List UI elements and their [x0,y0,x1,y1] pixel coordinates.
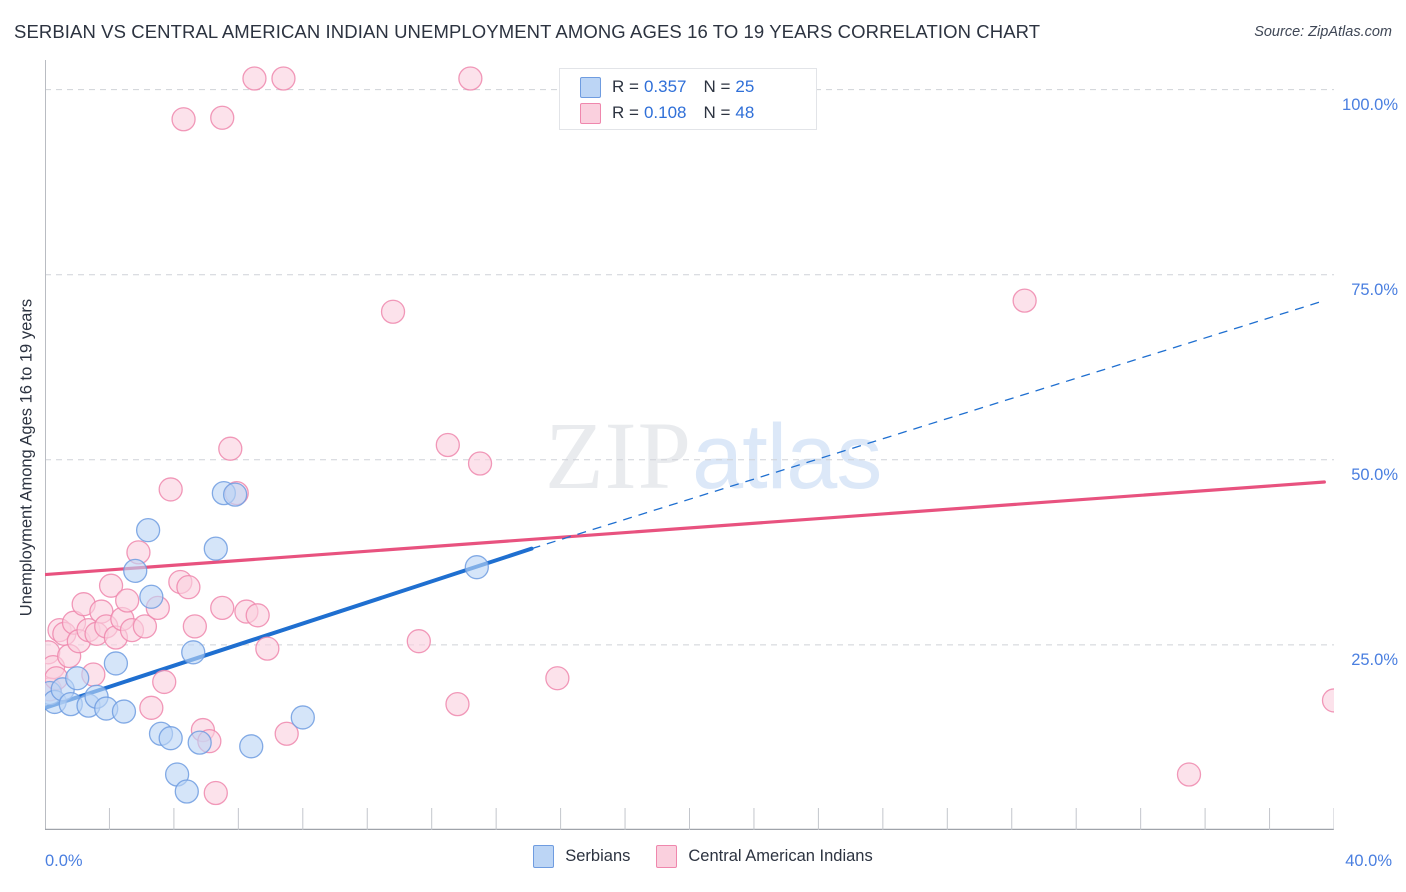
legend-item-serbians[interactable]: Serbians [533,845,630,868]
data-point [174,779,199,804]
data-point [158,726,183,751]
data-point [203,780,228,806]
data-point [139,695,164,720]
data-point [171,107,196,132]
data-point [458,66,483,91]
data-point [242,66,267,91]
data-point [290,705,315,730]
serbians-n-label: N = [703,77,731,96]
plot-area: ZIPatlas [45,60,1334,830]
cai-n-label: N = [703,103,731,122]
cai-r-value: 0.108 [643,103,687,122]
data-point [222,482,248,507]
data-point [158,477,183,502]
cai-legend-swatch-icon [656,845,678,868]
y-axis-title: Unemployment Among Ages 16 to 19 years [17,298,36,617]
serbian-points [45,480,489,804]
cai-legend-label: Central American Indians [688,847,873,865]
data-point [239,734,264,759]
serbians-swatch-icon [580,76,601,98]
data-point [65,666,90,691]
y-axis-tick-25: 25.0% [1351,650,1398,669]
y-axis-tick-100: 100.0% [1342,95,1398,114]
data-point [435,432,460,458]
data-point [1321,688,1334,713]
data-point [445,691,470,717]
data-point [176,575,201,600]
data-point [545,666,570,691]
data-point [218,436,243,461]
serbians-n-value: 25 [735,77,755,96]
scatter-plot-svg [45,60,1334,830]
stats-row-serbians: R = 0.357 N = 25 [580,74,754,100]
data-point [380,299,406,324]
central-american-indians-swatch-icon [580,102,601,124]
data-point [245,603,270,628]
legend-item-central-american-indians[interactable]: Central American Indians [656,845,873,868]
data-point [139,584,164,609]
serbians-legend-label: Serbians [565,847,631,865]
cai-points [45,66,1334,806]
data-point [115,588,140,613]
data-point [152,669,177,695]
data-point [464,555,489,580]
data-point [467,451,493,476]
serbians-r-label: R = [612,77,639,96]
data-point [135,517,161,543]
cai-n-value: 48 [735,103,755,122]
x-axis-tick-max: 40.0% [1345,852,1392,870]
data-point [187,730,212,755]
data-point [255,636,280,661]
data-point [210,595,235,621]
data-point [1012,288,1037,313]
data-point [274,721,299,746]
data-point [181,640,206,665]
stats-row-central-american-indians: R = 0.108 N = 48 [580,100,754,126]
data-point [111,699,137,724]
serbians-r-value: 0.357 [643,77,687,96]
series-legend: Serbians Central American Indians [0,845,1406,868]
data-point [1176,762,1202,787]
data-point [98,573,124,598]
data-point [406,629,431,654]
data-point [123,558,148,584]
page-title: SERBIAN VS CENTRAL AMERICAN INDIAN UNEMP… [14,21,1041,42]
data-point [182,614,207,639]
source-attribution: Source: ZipAtlas.com [1254,24,1392,40]
cai-r-label: R = [612,103,639,122]
correlation-stats-legend: R = 0.357 N = 25 R = 0.108 N = 48 [559,68,817,130]
data-point [203,536,228,561]
y-axis-tick-50: 50.0% [1351,465,1398,484]
data-point [132,614,158,639]
x-axis-tick-min: 0.0% [45,852,83,870]
data-point [103,651,129,676]
data-point [210,105,235,130]
y-axis-tick-75: 75.0% [1351,280,1398,299]
data-point [271,66,296,91]
serbians-legend-swatch-icon [533,845,555,868]
